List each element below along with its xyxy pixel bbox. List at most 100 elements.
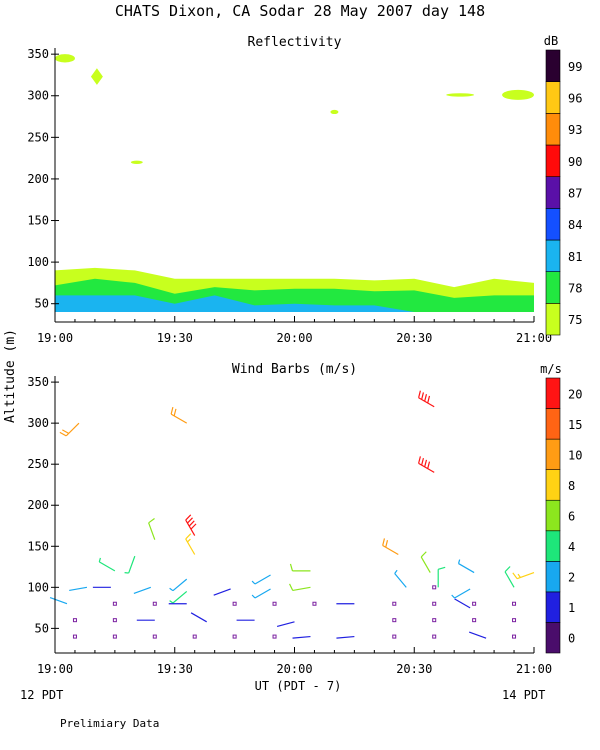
footer-note: Prelimiary Data [60, 717, 159, 730]
reflectivity-patch [130, 160, 143, 164]
wind-barb-shaft [148, 522, 156, 540]
wind-barb-shaft [336, 635, 355, 639]
calm-marker [272, 601, 277, 606]
wind-barb-flag [421, 392, 425, 400]
colorbar-label: 15 [568, 418, 582, 432]
wind-barb-shaft [254, 574, 271, 585]
reflectivity-area-2 [55, 295, 534, 313]
x-tick-label: 20:30 [396, 331, 432, 345]
wind-barb [59, 422, 80, 437]
wind-barb [169, 590, 188, 604]
colorbar-swatch [545, 144, 561, 177]
wind-barb-shaft [454, 588, 471, 599]
wind-barb-flag [187, 517, 193, 524]
wind-barb [170, 406, 188, 424]
colorbar-swatch [545, 530, 561, 562]
y-tick-label: 100 [27, 255, 49, 269]
colorbar-label: 8 [568, 479, 575, 493]
colorbar-unit: dB [544, 34, 558, 48]
colorbar-swatch [545, 81, 561, 114]
calm-marker [312, 601, 317, 606]
wind-barb-flag [418, 390, 421, 398]
wind-barb [69, 586, 88, 592]
wind-barb [437, 566, 446, 588]
colorbar-label: 6 [568, 510, 575, 524]
wind-barb-flag [457, 559, 461, 564]
colorbar-swatch [545, 622, 561, 654]
colorbar-label: 10 [568, 448, 582, 462]
wind-barb [169, 578, 188, 592]
wind-barb-flag [424, 459, 428, 468]
colorbar-unit: m/s [540, 362, 562, 376]
calm-marker [432, 585, 437, 590]
y-axis-label: Altitude (m) [3, 329, 18, 423]
y-tick-label: 50 [35, 621, 49, 635]
wind-barb-flag [438, 566, 446, 570]
y-tick-label: 300 [27, 89, 49, 103]
y-tick-label: 300 [27, 416, 49, 430]
wind-barb-flag [190, 523, 197, 530]
wind-barb-flag [427, 461, 431, 469]
x-tick-label: 19:00 [37, 331, 73, 345]
x-tick-label: 20:00 [276, 662, 312, 676]
calm-marker [432, 634, 437, 639]
colorbar-label: 1 [568, 601, 575, 615]
wind-barb [98, 557, 116, 572]
wind-barb [148, 518, 156, 540]
wind-barb-flag [148, 518, 155, 524]
wind-barb-flag [512, 572, 518, 580]
calm-marker [472, 601, 477, 606]
wind-barb-shaft [418, 462, 435, 473]
colorbar-label: 87 [568, 187, 582, 201]
wind-barb [468, 631, 487, 639]
calm-marker [272, 634, 277, 639]
wind-barb-flag [451, 594, 455, 599]
colorbar-swatch [545, 113, 561, 146]
y-tick-label: 250 [27, 130, 49, 144]
colorbar-swatch [545, 303, 561, 336]
x-tick-label: 20:30 [396, 662, 432, 676]
calm-marker [152, 601, 157, 606]
calm-marker [392, 618, 397, 623]
colorbar-swatch [545, 438, 561, 470]
wind-barb-shaft [172, 590, 188, 604]
wind-barb-flag [427, 395, 431, 404]
wind-barbs-panel: Wind Barbs (m/s)5010015020025030035019:0… [27, 362, 582, 676]
wind-barb-flag [289, 563, 294, 572]
wind-barb [289, 583, 311, 592]
wind-barb-flag [169, 587, 174, 592]
wind-barb [394, 569, 407, 588]
wind-barb-flag [251, 580, 256, 585]
colorbar-label: 0 [568, 632, 575, 646]
calm-marker [112, 601, 117, 606]
y-tick-label: 350 [27, 375, 49, 389]
wind-barb-shaft [69, 586, 88, 592]
wind-barb [454, 598, 471, 609]
colorbar-swatch [545, 561, 561, 593]
colorbar-label: 90 [568, 155, 582, 169]
x-tick-label: 21:00 [516, 662, 552, 676]
colorbar-swatch [545, 377, 561, 409]
wind-barb-flag [289, 583, 294, 591]
wind-barb [418, 456, 435, 473]
colorbar-label: 81 [568, 250, 582, 264]
wind-barb-shaft [254, 588, 271, 599]
reflectivity-patch [54, 54, 75, 63]
wind-barb-flag [185, 533, 192, 540]
colorbar-label: 99 [568, 60, 582, 74]
colorbar-label: 4 [568, 540, 575, 554]
wind-barb-shaft [128, 555, 136, 574]
wind-barb-shaft [292, 635, 311, 639]
wind-barb [382, 538, 399, 556]
wind-barb-flag [504, 566, 511, 573]
y-tick-label: 200 [27, 498, 49, 512]
colorbar-swatch [545, 176, 561, 209]
wind-barb [185, 514, 197, 536]
wind-barb-flag [517, 573, 521, 578]
wind-barb-shaft [468, 631, 487, 639]
colorbar-swatch [545, 49, 561, 82]
wind-barb [512, 571, 535, 580]
wind-barb-shaft [418, 397, 435, 408]
y-tick-label: 150 [27, 539, 49, 553]
calm-marker [72, 618, 77, 623]
